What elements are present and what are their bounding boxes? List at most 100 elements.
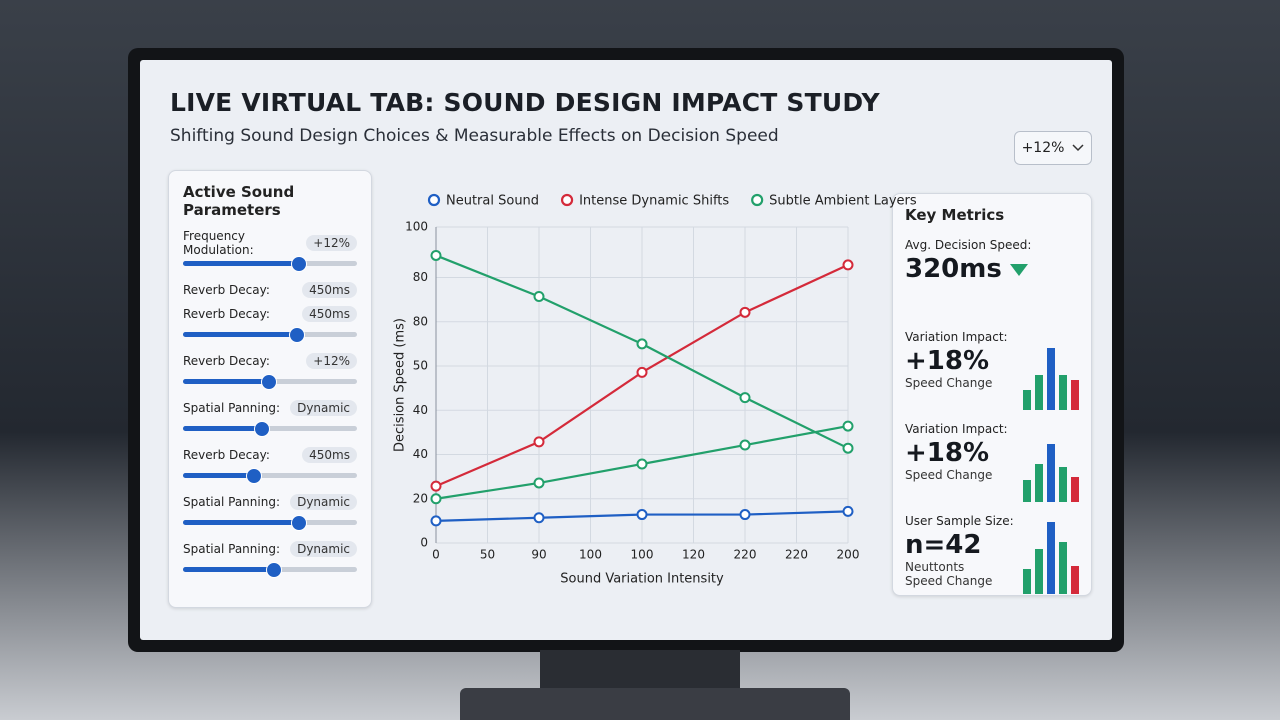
y-tick-label: 50 bbox=[413, 359, 428, 373]
mini-bar bbox=[1023, 480, 1031, 502]
chevron-icon bbox=[1072, 144, 1084, 152]
parameter-header: Reverb Decay: 450ms bbox=[183, 445, 357, 465]
slider[interactable] bbox=[183, 515, 357, 531]
metric: Variation Impact: +18% Speed Change bbox=[905, 422, 1079, 512]
parameter-row: Reverb Decay: 450ms bbox=[183, 280, 357, 300]
mini-bar bbox=[1071, 380, 1079, 410]
parameter-header: Frequency Modulation: +12% bbox=[183, 229, 357, 257]
data-point bbox=[636, 366, 648, 378]
metric-note: Speed Change bbox=[905, 468, 993, 482]
data-point bbox=[533, 291, 545, 303]
slider[interactable] bbox=[183, 256, 357, 272]
y-tick-label: 80 bbox=[413, 314, 428, 328]
mini-bar bbox=[1059, 542, 1067, 594]
parameter-label: Reverb Decay: bbox=[183, 448, 270, 462]
mini-bar bbox=[1047, 348, 1055, 410]
slider-fill bbox=[183, 379, 269, 384]
data-point bbox=[430, 515, 442, 527]
parameter-badge: 450ms bbox=[302, 282, 357, 298]
parameter-badge: 450ms bbox=[302, 306, 357, 322]
metric-value-row: n=42 bbox=[905, 530, 1079, 560]
parameter-row: Spatial Panning: Dynamic bbox=[183, 398, 357, 437]
parameter-badge: Dynamic bbox=[290, 400, 357, 416]
parameter-list: Frequency Modulation: +12% Reverb Decay: 45… bbox=[183, 229, 357, 578]
slider-fill bbox=[183, 332, 297, 337]
slider-knob bbox=[261, 374, 278, 390]
slider-knob bbox=[290, 515, 307, 531]
legend-label: Subtle Ambient Layers bbox=[769, 194, 917, 209]
metric: User Sample Size: n=42 Neuttonts Speed Chan… bbox=[905, 514, 1079, 604]
x-tick-label: 220 bbox=[785, 548, 808, 562]
mini-bar-chart bbox=[1023, 444, 1079, 502]
dropdown[interactable]: +12% bbox=[1014, 131, 1092, 165]
metric-value: n=42 bbox=[905, 530, 982, 560]
metric-label: Avg. Decision Speed: bbox=[905, 238, 1032, 252]
mini-bar bbox=[1023, 569, 1031, 594]
slider[interactable] bbox=[183, 374, 357, 390]
metric-label: User Sample Size: bbox=[905, 514, 1014, 528]
legend-marker bbox=[427, 193, 441, 207]
x-axis-label: Sound Variation Intensity bbox=[560, 572, 724, 587]
parameter-header: Reverb Decay: +12% bbox=[183, 351, 357, 371]
mini-bar bbox=[1047, 522, 1055, 594]
data-point bbox=[430, 249, 442, 261]
data-point bbox=[533, 512, 545, 524]
data-point bbox=[430, 493, 442, 505]
slider[interactable] bbox=[183, 327, 357, 343]
data-point bbox=[533, 436, 545, 448]
y-tick-label: 20 bbox=[413, 491, 428, 505]
legend-label: Neutral Sound bbox=[446, 194, 539, 209]
data-point bbox=[636, 338, 648, 350]
slider[interactable] bbox=[183, 421, 357, 437]
parameter-header: Reverb Decay: 450ms bbox=[183, 304, 357, 324]
metric-label: Variation Impact: bbox=[905, 330, 1008, 344]
slider-fill bbox=[183, 473, 253, 478]
mini-bar bbox=[1047, 444, 1055, 502]
slider[interactable] bbox=[183, 562, 357, 578]
data-point bbox=[842, 259, 854, 271]
parameter-row: Spatial Panning: Dynamic bbox=[183, 539, 357, 578]
data-point bbox=[739, 392, 751, 404]
mini-bar bbox=[1071, 566, 1079, 594]
slider-knob bbox=[266, 562, 283, 578]
metric: Avg. Decision Speed: 320ms bbox=[905, 238, 1079, 328]
metric-list: Avg. Decision Speed: 320ms Variation Impac… bbox=[905, 238, 1079, 604]
y-tick-label: 80 bbox=[413, 270, 428, 284]
x-tick-label: 220 bbox=[734, 548, 757, 562]
data-point bbox=[842, 442, 854, 454]
metric: Variation Impact: +18% Speed Change bbox=[905, 330, 1079, 420]
x-tick-label: 100 bbox=[631, 548, 654, 562]
parameter-header: Spatial Panning: Dynamic bbox=[183, 539, 357, 559]
panel-title: Key Metrics bbox=[905, 206, 1005, 224]
y-tick-label: 100 bbox=[405, 220, 428, 234]
mini-bar-chart bbox=[1023, 348, 1079, 410]
parameter-header: Spatial Panning: Dynamic bbox=[183, 492, 357, 512]
data-point bbox=[430, 480, 442, 492]
x-tick-label: 100 bbox=[579, 548, 602, 562]
slider-knob bbox=[289, 327, 306, 343]
parameter-row: Spatial Panning: Dynamic bbox=[183, 492, 357, 531]
slider-knob bbox=[245, 468, 262, 484]
x-tick-label: 120 bbox=[682, 548, 705, 562]
parameter-badge: +12% bbox=[306, 353, 357, 369]
metrics-panel: Key Metrics Avg. Decision Speed: 320ms Var… bbox=[892, 193, 1092, 596]
metric-note: Speed Change bbox=[905, 376, 993, 390]
slider-fill bbox=[183, 261, 298, 266]
parameter-label: Reverb Decay: bbox=[183, 354, 270, 368]
data-point bbox=[739, 306, 751, 318]
data-point bbox=[739, 439, 751, 451]
metric-value: 320ms bbox=[905, 254, 1002, 284]
parameter-badge: 450ms bbox=[302, 447, 357, 463]
monitor-base bbox=[460, 688, 850, 720]
mini-bar bbox=[1059, 467, 1067, 502]
slider[interactable] bbox=[183, 468, 357, 484]
dropdown-value: +12% bbox=[1021, 140, 1065, 156]
metric-value-row: +18% bbox=[905, 438, 1079, 468]
parameter-label: Spatial Panning: bbox=[183, 495, 280, 509]
legend-label: Intense Dynamic Shifts bbox=[579, 194, 729, 209]
mini-bar bbox=[1035, 464, 1043, 502]
parameter-row: Reverb Decay: 450ms bbox=[183, 445, 357, 484]
parameter-label: Spatial Panning: bbox=[183, 542, 280, 556]
legend-marker bbox=[751, 193, 764, 207]
